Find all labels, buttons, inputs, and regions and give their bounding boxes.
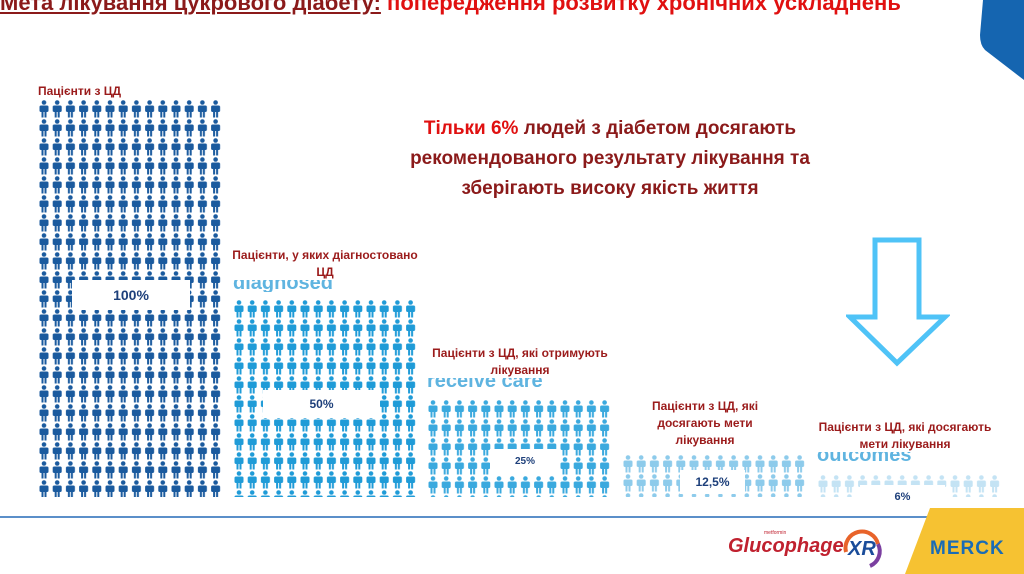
glucophage-logo: Glucophage — [728, 535, 844, 557]
merck-logo: MERCK — [930, 538, 1005, 559]
down-arrow-icon — [846, 237, 950, 367]
percent-box: 6% — [860, 485, 945, 509]
percent-box: 12,5% — [680, 470, 745, 494]
ghost-label: diagnosed — [233, 280, 334, 292]
percent-box: 50% — [263, 390, 380, 418]
percent-box: 25% — [490, 449, 560, 475]
corner-accent — [980, 0, 1024, 80]
headline: Тільки 6% людей з діабетом досягають рек… — [360, 114, 860, 204]
headline-text: людей з діабетом досягають рекомендовано… — [410, 118, 810, 199]
ghost-label: outcomes — [817, 452, 912, 464]
glucophage-sub: metformin — [764, 530, 787, 536]
group-label: Пацієнти з ЦД, які досягають мети лікува… — [651, 399, 759, 447]
ghost-label: receive care — [427, 378, 543, 390]
group-label: Пацієнти з ЦД, які отримують лікування — [432, 346, 608, 377]
percent-box: 100% — [72, 280, 190, 310]
title-part-2: попередження розвитку хронічних ускладне… — [380, 0, 901, 15]
group-label: Пацієнти з ЦД — [38, 84, 122, 98]
people-group-3 — [427, 400, 612, 497]
footer-divider — [0, 516, 1024, 518]
slide-title: Мета лікування цукрового діабету: попере… — [0, 0, 901, 16]
headline-highlight: Тільки 6% — [423, 118, 519, 139]
group-label: Пацієнти, у яких діагностовано ЦД — [232, 248, 418, 279]
merck-banner — [905, 508, 1024, 574]
title-part-1: Мета лікування цукрового діабету: — [0, 0, 381, 15]
xr-badge-icon — [843, 529, 882, 568]
xr-text: XR — [848, 538, 876, 560]
group-label: Пацієнти з ЦД, які досягають мети лікува… — [818, 420, 992, 451]
